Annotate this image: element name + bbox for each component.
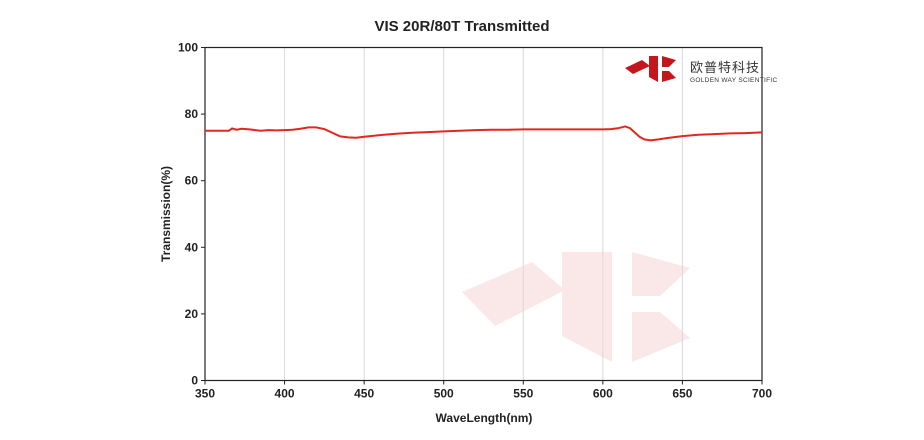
- brand-logo-icon: [625, 56, 676, 82]
- chart-title: VIS 20R/80T Transmitted: [374, 18, 549, 35]
- x-tick-label: 700: [752, 387, 772, 401]
- x-tick-label: 600: [593, 387, 613, 401]
- y-tick-label: 80: [185, 107, 199, 121]
- y-tick-label: 100: [178, 41, 198, 55]
- y-axis-label: Transmission(%): [159, 166, 173, 262]
- x-axis-label: WaveLength(nm): [436, 411, 533, 425]
- watermark-logo-icon: [462, 252, 690, 362]
- brand-logo-english: GOLDEN WAY SCIENTIFIC: [690, 77, 777, 84]
- y-tick-label: 60: [185, 174, 199, 188]
- series-line: [205, 125, 763, 142]
- x-tick-label: 400: [275, 387, 295, 401]
- y-tick-label: 40: [185, 240, 199, 254]
- y-tick-label: 0: [191, 374, 198, 388]
- x-tick-label: 550: [513, 387, 533, 401]
- x-tick-label: 650: [672, 387, 692, 401]
- plot-frame: [204, 46, 763, 382]
- brand-logo: 欧普特科技 GOLDEN WAY SCIENTIFIC: [625, 56, 777, 84]
- y-tick-label: 20: [185, 307, 199, 321]
- x-tick-label: 450: [354, 387, 374, 401]
- x-tick-label: 350: [195, 387, 215, 401]
- x-axis-ticks: 350 400 450 500 550 600 650 700: [195, 380, 772, 401]
- x-tick-label: 500: [434, 387, 454, 401]
- y-axis-ticks: 0 20 40 60 80 100: [178, 41, 205, 388]
- brand-logo-chinese: 欧普特科技: [690, 60, 760, 75]
- chart-grid: [284, 47, 683, 381]
